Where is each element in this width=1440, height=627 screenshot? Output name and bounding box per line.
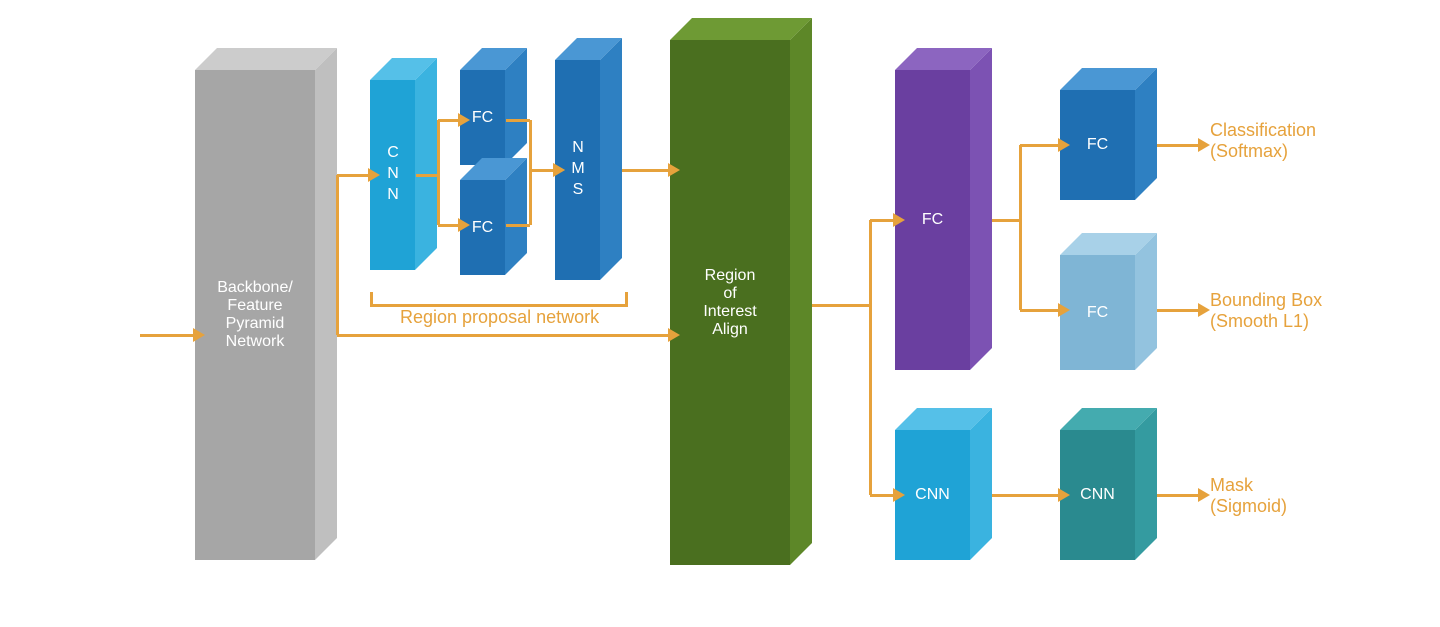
node-fc_head: FC <box>895 70 970 370</box>
edge-seg <box>1157 494 1200 497</box>
label-0: Region proposal network <box>400 307 599 328</box>
edge-seg <box>869 305 872 495</box>
node-backbone: Backbone/ Feature Pyramid Network <box>195 70 315 560</box>
edge-seg <box>416 174 438 177</box>
node-backbone-label: Backbone/ Feature Pyramid Network <box>195 70 315 560</box>
edge-seg <box>529 120 532 170</box>
edge-seg <box>870 494 895 497</box>
node-cnn_m2-label: CNN <box>1060 430 1135 560</box>
node-roi-label: Region of Interest Align <box>670 40 790 565</box>
edge-seg <box>438 119 460 122</box>
edge-seg <box>812 304 870 307</box>
edge-seg <box>437 120 440 175</box>
arrow-head-icon <box>1058 488 1070 502</box>
arrow-head-icon <box>1198 138 1210 152</box>
edge-seg <box>140 334 195 337</box>
node-cnn_m1-label: CNN <box>895 430 970 560</box>
edge-seg <box>506 119 530 122</box>
edge-seg <box>529 170 532 225</box>
edge-seg <box>530 169 555 172</box>
label-3: Mask (Sigmoid) <box>1210 475 1287 517</box>
node-fc_cls: FC <box>1060 90 1135 200</box>
edge-seg <box>506 224 530 227</box>
edge-seg <box>1157 309 1200 312</box>
node-cnn_m2: CNN <box>1060 430 1135 560</box>
edge-seg <box>1019 145 1022 220</box>
edge-seg <box>870 219 895 222</box>
edge-seg <box>992 494 1060 497</box>
arrow-head-icon <box>668 328 680 342</box>
arrow-head-icon <box>1198 488 1210 502</box>
edge-seg <box>438 224 460 227</box>
arrow-head-icon <box>458 113 470 127</box>
rpn-bracket <box>370 292 628 307</box>
arrow-head-icon <box>193 328 205 342</box>
node-fc_head-label: FC <box>895 70 970 370</box>
node-fc_cls-label: FC <box>1060 90 1135 200</box>
edge-seg <box>622 169 670 172</box>
edge-seg <box>337 334 670 337</box>
label-2: Bounding Box (Smooth L1) <box>1210 290 1322 332</box>
arrow-head-icon <box>668 163 680 177</box>
node-fc_box: FC <box>1060 255 1135 370</box>
label-1: Classification (Softmax) <box>1210 120 1316 162</box>
edge-seg <box>1157 144 1200 147</box>
arrow-head-icon <box>458 218 470 232</box>
arrow-head-icon <box>553 163 565 177</box>
edge-seg <box>1019 220 1022 310</box>
node-cnn_m1: CNN <box>895 430 970 560</box>
arrow-head-icon <box>893 213 905 227</box>
node-fc_box-label: FC <box>1060 255 1135 370</box>
edge-seg <box>1020 144 1060 147</box>
edge-seg <box>992 219 1020 222</box>
diagram-stage: Backbone/ Feature Pyramid Network CNN FC FC… <box>0 0 1440 627</box>
edge-seg <box>869 220 872 305</box>
arrow-head-icon <box>1058 303 1070 317</box>
node-roi: Region of Interest Align <box>670 40 790 565</box>
edge-seg <box>437 175 440 225</box>
edge-seg <box>336 175 339 335</box>
arrow-head-icon <box>1058 138 1070 152</box>
arrow-head-icon <box>1198 303 1210 317</box>
edge-seg <box>1020 309 1060 312</box>
arrow-head-icon <box>893 488 905 502</box>
edge-seg <box>337 174 370 177</box>
arrow-head-icon <box>368 168 380 182</box>
